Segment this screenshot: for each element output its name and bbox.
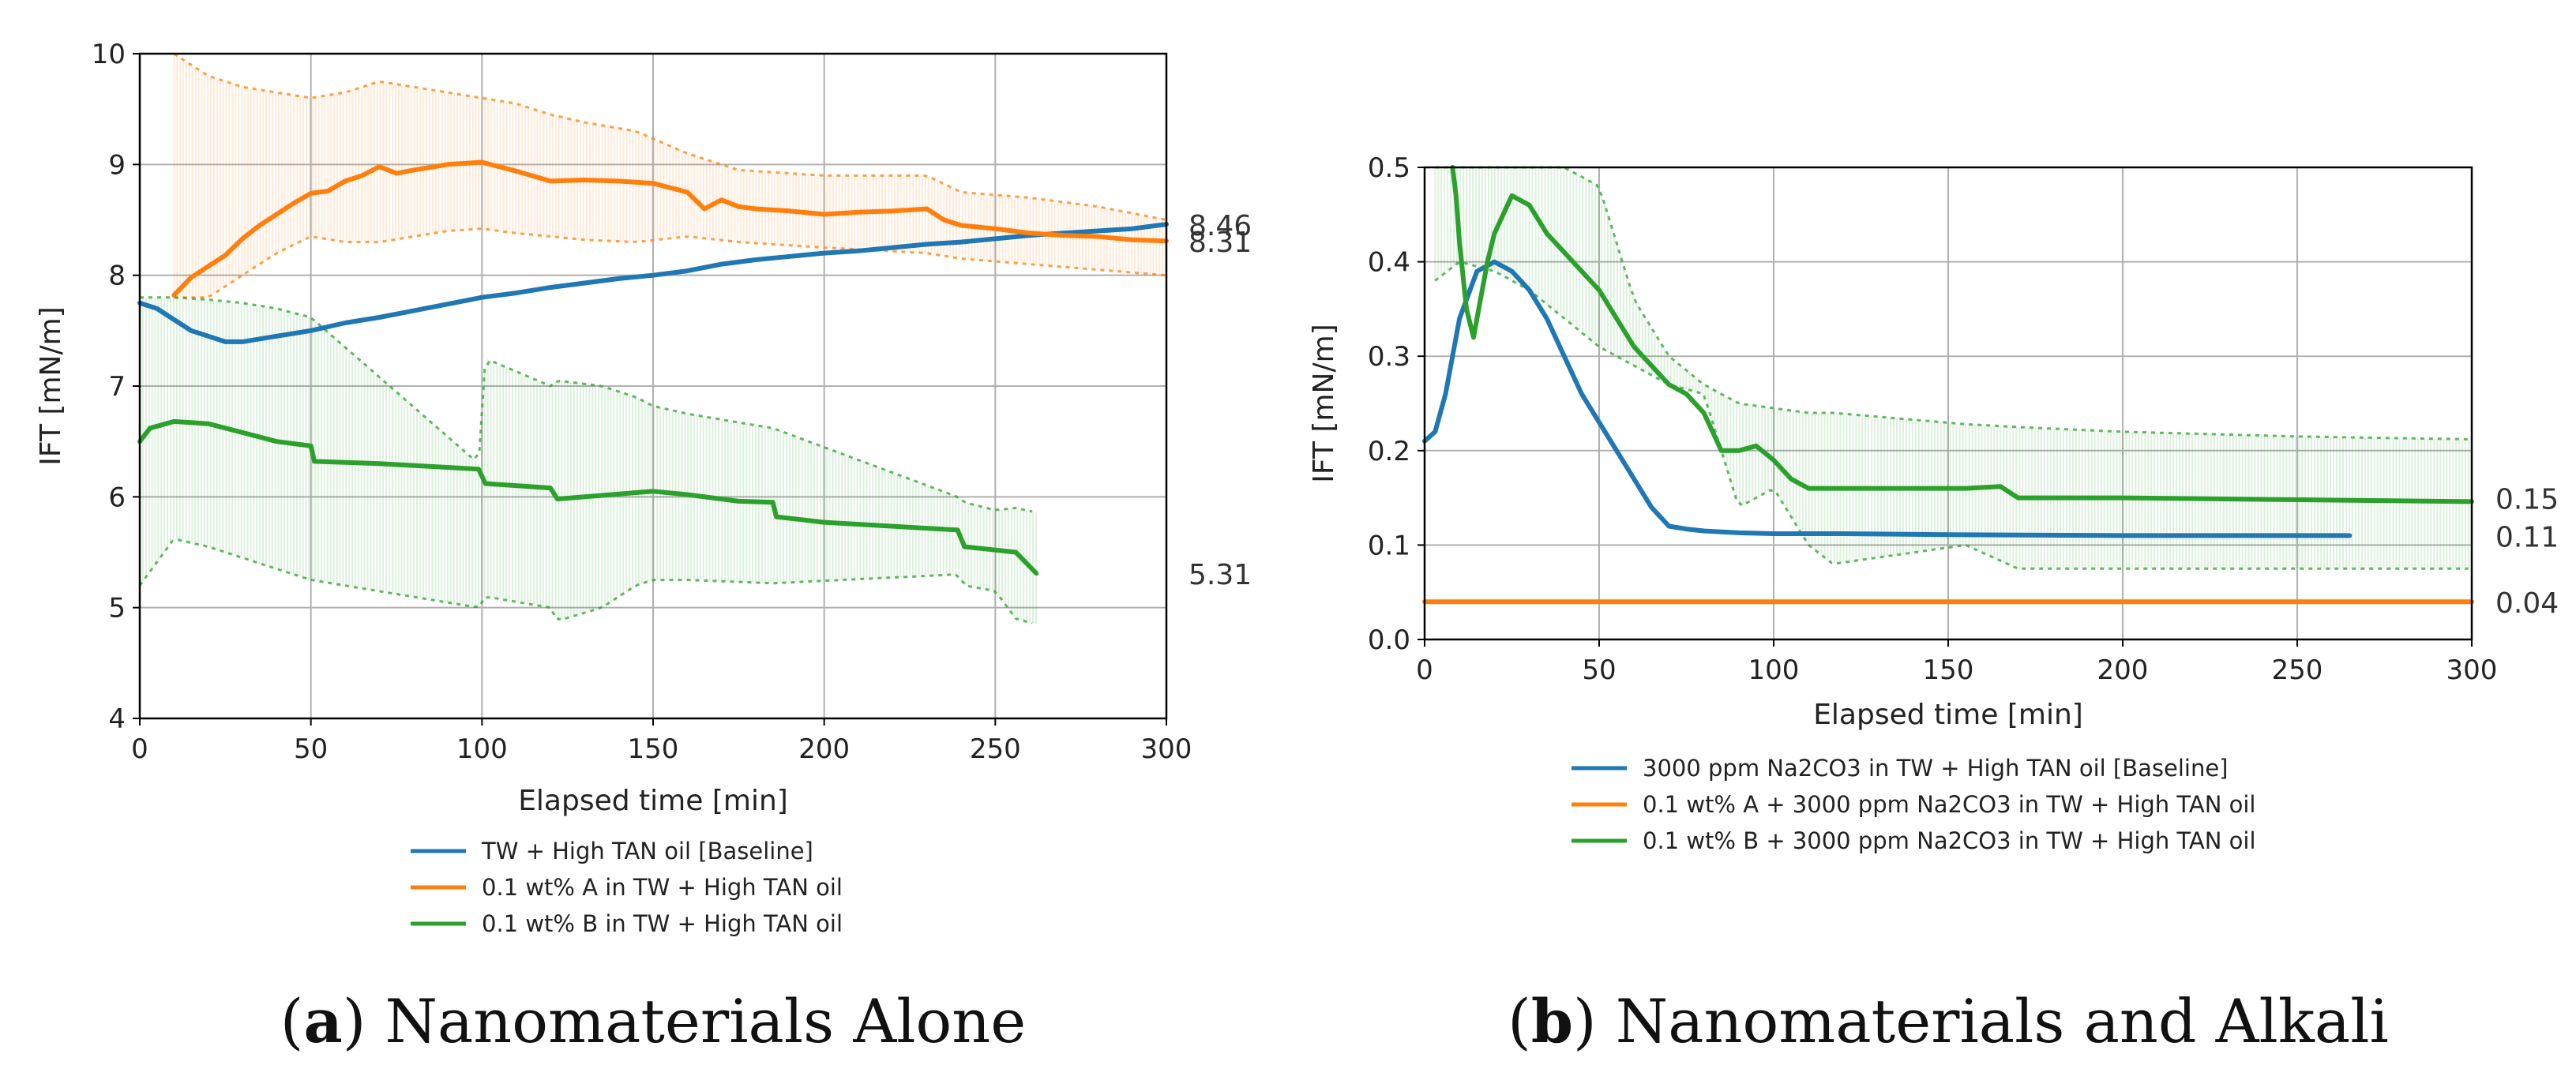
panel-b-x-ticks: 0 50 100 150 200 250 300: [1416, 639, 2497, 686]
panel-a-y-tick-label: 10: [92, 39, 126, 70]
panel-a-y-ticks: 4 5 6 7 8 9 10: [92, 39, 140, 735]
panel-b-y-axis-label: IFT [mN/m]: [1308, 324, 1340, 482]
panel-a-caption-letter: a: [303, 986, 342, 1056]
panel-b-x-tick-label: 50: [1582, 654, 1616, 686]
panel-b-caption-text: Nanomaterials and Alkali: [1616, 986, 2389, 1056]
panel-b-y-tick-label: 0.4: [1368, 247, 1410, 279]
panel-a-series-a-band-lower-caps: [174, 227, 1166, 299]
panel-b-series-b-line: [1450, 165, 2474, 504]
panel-a: 0 50 100 150 200 250 300 4 5 6 7 8 9 10 Elapsed time…: [35, 39, 1252, 1056]
panel-b-legend: 3000 ppm Na2CO3 in TW + High TAN oil [Ba…: [1572, 755, 2256, 854]
panel-a-end-label: 8.46: [1188, 210, 1252, 242]
panel-b-x-tick-label: 200: [2097, 654, 2149, 686]
panel-b-grid: [1425, 167, 2472, 639]
panel-b-end-label: 0.04: [2495, 587, 2559, 620]
panel-a-series-a-line: [171, 159, 1169, 298]
panel-a-series-b-band-hatch: [139, 297, 1037, 624]
panel-a-caption: (a) Nanomaterials Alone: [280, 986, 1026, 1056]
panel-b-end-labels: 0.15 0.11 0.04: [2495, 484, 2559, 621]
panel-a-legend: TW + High TAN oil [Baseline] 0.1 wt% A in…: [411, 838, 843, 937]
panel-b-series-b-band-lower-caps: [1434, 261, 2469, 570]
panel-b-legend-entry: 3000 ppm Na2CO3 in TW + High TAN oil [Ba…: [1643, 755, 2228, 782]
panel-a-x-tick-label: 100: [456, 733, 508, 765]
panel-b-x-axis-label: Elapsed time [min]: [1813, 699, 2083, 731]
panel-a-y-tick-label: 8: [108, 261, 126, 292]
panel-a-legend-entry: 0.1 wt% A in TW + High TAN oil: [482, 874, 843, 901]
panel-a-x-tick-label: 0: [131, 733, 148, 765]
panel-a-x-tick-label: 150: [628, 733, 679, 765]
panel-a-end-label: 5.31: [1188, 559, 1252, 591]
panel-b-x-tick-label: 300: [2446, 654, 2498, 686]
panel-a-series-b-line: [137, 418, 1039, 576]
panel-a-y-tick-label: 6: [108, 482, 126, 513]
panel-a-caption-text: Nanomaterials Alone: [385, 986, 1027, 1056]
panel-a-legend-entry: 0.1 wt% B in TW + High TAN oil: [482, 910, 843, 937]
panel-a-series-b-band-lower-caps: [138, 538, 1033, 624]
panel-a-series-a-band-upper-caps: [173, 52, 1166, 221]
panel-b-end-label: 0.15: [2495, 484, 2559, 516]
panel-a-x-axis-label: Elapsed time [min]: [518, 785, 788, 817]
panel-b-x-tick-label: 0: [1416, 654, 1433, 686]
panel-b-x-tick-label: 150: [1923, 654, 1974, 686]
panel-a-x-tick-label: 300: [1141, 733, 1192, 765]
panel-a-legend-entry: TW + High TAN oil [Baseline]: [481, 838, 813, 864]
panel-b-y-tick-label: 0.0: [1368, 624, 1410, 656]
panel-a-x-tick-label: 250: [970, 733, 1021, 765]
panel-a-y-axis-label: IFT [mN/m]: [35, 306, 67, 465]
panel-b-y-tick-label: 0.1: [1368, 530, 1410, 561]
panel-b-y-tick-label: 0.2: [1368, 436, 1410, 467]
panel-b-legend-entry: 0.1 wt% A + 3000 ppm Na2CO3 in TW + High…: [1643, 791, 2255, 818]
panel-b-lines: [1422, 165, 2474, 605]
panel-b-baseline-line: [1422, 259, 2353, 538]
panel-a-x-ticks: 0 50 100 150 200 250 300: [131, 718, 1192, 765]
panel-a-series-a-band-hatch: [173, 54, 1167, 298]
panel-a-y-tick-label: 4: [108, 703, 126, 735]
panel-b-error-bands: [1434, 166, 2469, 570]
panel-b-end-label: 0.11: [2495, 521, 2559, 553]
panel-b-series-b-band-upper-caps: [1435, 166, 2469, 441]
panel-b-y-ticks: 0.0 0.1 0.2 0.3 0.4 0.5: [1368, 152, 1425, 656]
panel-a-end-label: 8.31: [1188, 227, 1252, 259]
panel-b: 0 50 100 150 200 250 300 0.0 0.1 0.2 0.3 0.4 0.5 El…: [1308, 152, 2559, 1056]
panel-a-y-tick-label: 9: [108, 149, 126, 181]
panel-a-lines: [137, 159, 1169, 576]
panel-b-x-tick-label: 250: [2272, 654, 2323, 686]
panel-a-baseline-line: [137, 222, 1169, 344]
panel-b-legend-entry: 0.1 wt% B + 3000 ppm Na2CO3 in TW + High…: [1643, 827, 2256, 854]
panel-a-x-tick-label: 200: [798, 733, 850, 765]
panel-b-caption-letter: b: [1531, 986, 1573, 1056]
panel-a-series-b-band-upper-caps: [140, 296, 1033, 513]
panel-b-series-b-band-hatch: [1434, 167, 2469, 569]
panel-b-y-tick-label: 0.3: [1368, 341, 1410, 373]
panel-a-end-labels: 8.468.31 5.31: [1188, 210, 1252, 591]
panel-b-y-tick-label: 0.5: [1368, 152, 1410, 184]
panel-b-x-tick-label: 100: [1748, 654, 1800, 686]
panel-a-y-tick-label: 7: [108, 371, 126, 403]
panel-b-caption: (b) Nanomaterials and Alkali: [1508, 986, 2389, 1056]
panel-a-x-tick-label: 50: [294, 733, 328, 765]
panel-a-y-tick-label: 5: [108, 593, 126, 624]
